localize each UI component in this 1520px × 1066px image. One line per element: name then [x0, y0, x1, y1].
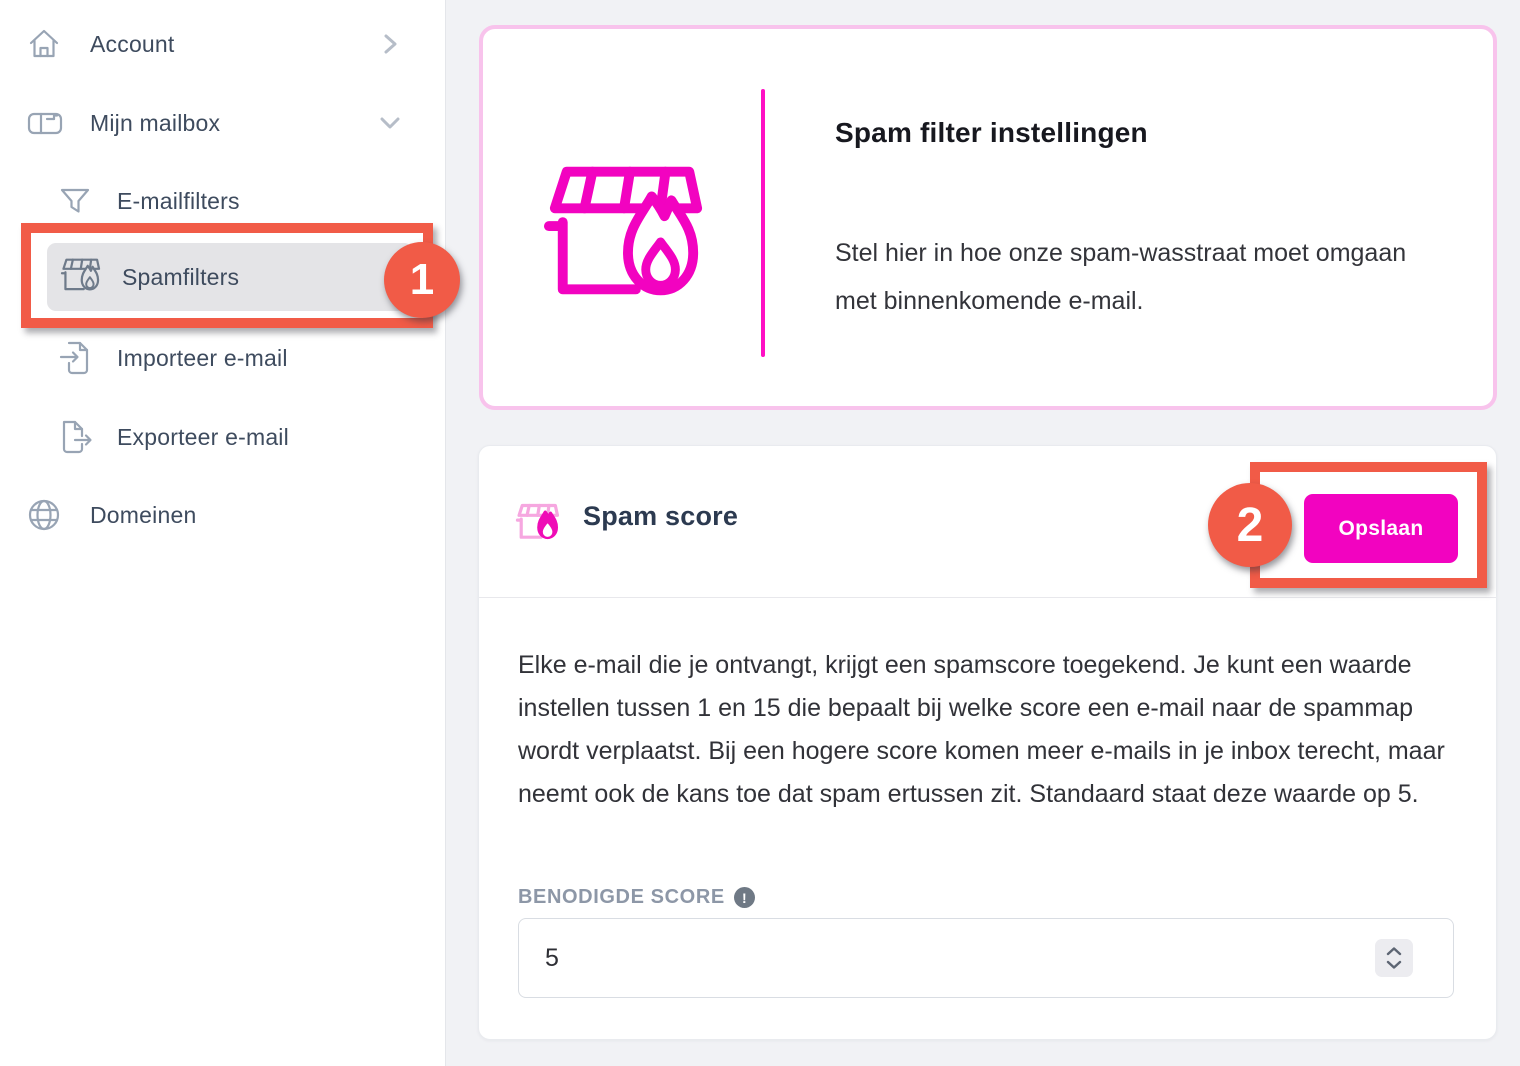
stepper-up-icon: [1386, 947, 1402, 956]
import-document-icon: [58, 339, 94, 377]
chevron-down-icon[interactable]: [376, 111, 404, 140]
spamwash-flame-mini-icon: [515, 502, 561, 547]
home-icon: [26, 27, 62, 61]
section-title: Spam score: [583, 501, 739, 531]
sidebar-item-emailfilters[interactable]: E-mailfilters: [58, 179, 418, 223]
spamwash-flame-icon: [541, 157, 709, 314]
annotation-badge-step1: 1: [384, 242, 460, 318]
sidebar-item-label: Spamfilters: [122, 263, 240, 290]
globe-icon: [26, 497, 62, 533]
sidebar-item-importeer-email[interactable]: Importeer e-mail: [58, 336, 418, 380]
funnel-icon: [58, 184, 92, 218]
sidebar-item-account[interactable]: Account: [26, 22, 426, 66]
sidebar-item-label: Domeinen: [90, 501, 197, 528]
sidebar-item-label: E-mailfilters: [117, 187, 240, 214]
vertical-divider: [761, 89, 765, 357]
export-document-icon: [58, 418, 94, 456]
spamwash-icon: [60, 256, 102, 299]
annotation-box-step1: [21, 223, 433, 328]
annotation-badge-step2: 2: [1208, 483, 1292, 567]
sidebar: Account Mijn mailbox E-mailfilters: [0, 0, 446, 1066]
sidebar-item-spamfilters[interactable]: Spamfilters: [47, 243, 413, 311]
sidebar-item-mijn-mailbox[interactable]: Mijn mailbox: [26, 101, 426, 145]
sidebar-item-exporteer-email[interactable]: Exporteer e-mail: [58, 415, 418, 459]
info-icon[interactable]: !: [733, 887, 755, 908]
mailbox-icon: [26, 107, 64, 139]
number-stepper[interactable]: [1375, 939, 1413, 977]
spamfilter-intro-card: Spam filter instellingen Stel hier in ho…: [479, 25, 1497, 410]
score-input-label: BENODIGDE SCORE: [518, 886, 725, 908]
sidebar-item-label: Exporteer e-mail: [117, 423, 289, 450]
stepper-down-icon: [1386, 960, 1402, 969]
spam-score-header: Spam score Opslaan: [479, 446, 1496, 598]
save-button[interactable]: Opslaan: [1304, 494, 1458, 563]
score-input[interactable]: [518, 918, 1454, 998]
intro-description: Stel hier in hoe onze spam-wasstraat moe…: [835, 239, 1407, 315]
spam-score-card: Spam score Opslaan Elke e-mail die je on…: [478, 445, 1497, 1040]
spam-score-description: Elke e-mail die je ontvangt, krijgt een …: [518, 651, 1445, 808]
chevron-right-icon[interactable]: [378, 30, 402, 63]
score-label-row: BENODIGDE SCORE !: [518, 886, 755, 909]
sidebar-item-domeinen[interactable]: Domeinen: [26, 493, 426, 537]
sidebar-item-label: Mijn mailbox: [90, 109, 221, 136]
sidebar-item-label: Account: [90, 30, 175, 57]
page-title: Spam filter instellingen: [835, 117, 1148, 148]
sidebar-item-label: Importeer e-mail: [117, 344, 288, 371]
